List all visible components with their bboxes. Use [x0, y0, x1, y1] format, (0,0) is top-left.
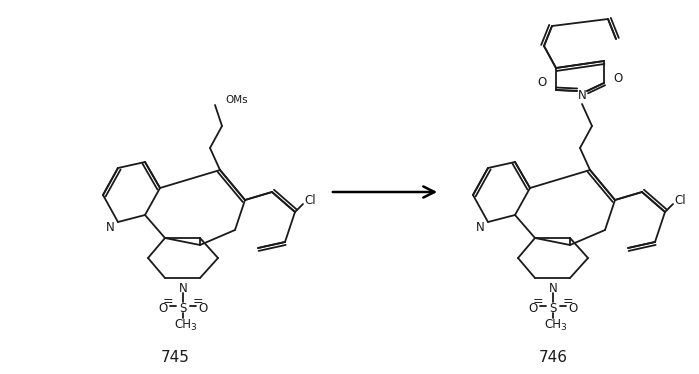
Text: S: S	[180, 301, 187, 315]
Text: N: N	[179, 282, 187, 294]
Text: =: =	[533, 295, 543, 309]
Text: N: N	[106, 221, 115, 233]
Text: N: N	[549, 282, 557, 294]
Text: =: =	[563, 295, 573, 309]
Text: =: =	[163, 295, 173, 309]
Text: 3: 3	[190, 322, 196, 331]
Text: OMs: OMs	[226, 95, 248, 105]
Text: N: N	[577, 89, 586, 101]
Text: 745: 745	[161, 350, 189, 365]
Text: =: =	[193, 295, 203, 309]
Text: Cl: Cl	[304, 193, 316, 206]
Text: 3: 3	[560, 322, 566, 331]
Text: CH: CH	[175, 319, 192, 331]
Text: CH: CH	[545, 319, 561, 331]
Text: O: O	[538, 76, 547, 89]
Text: Cl: Cl	[675, 193, 686, 206]
Text: S: S	[549, 301, 556, 315]
Text: O: O	[159, 301, 168, 315]
Text: 746: 746	[538, 350, 568, 365]
Text: N: N	[475, 221, 484, 233]
Text: O: O	[199, 301, 208, 315]
Text: O: O	[568, 301, 577, 315]
Text: O: O	[614, 71, 623, 85]
Text: O: O	[528, 301, 538, 315]
